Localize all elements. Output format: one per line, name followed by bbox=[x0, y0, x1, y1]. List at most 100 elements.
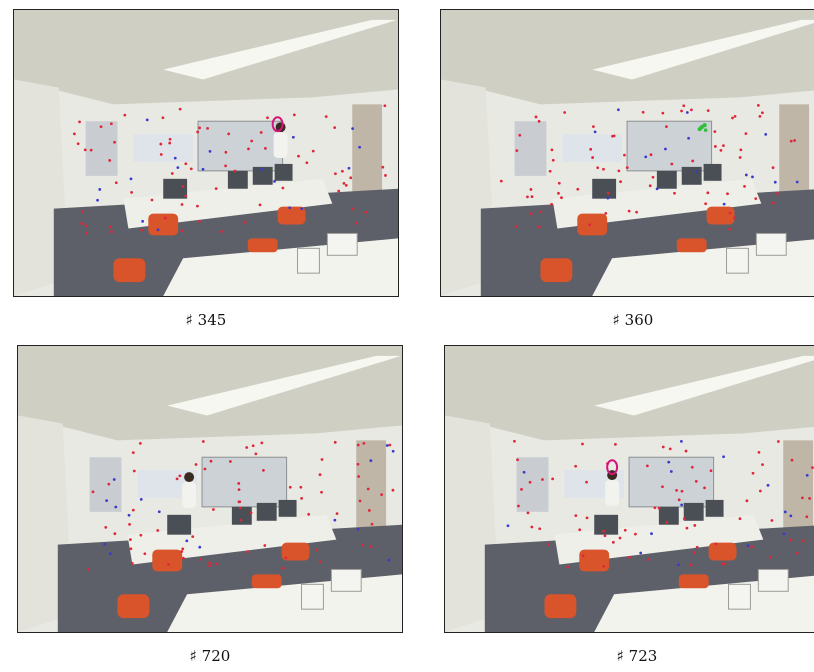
feature-point bbox=[215, 562, 219, 566]
feature-point bbox=[250, 139, 254, 143]
feature-point bbox=[262, 469, 265, 472]
feature-point bbox=[789, 514, 793, 518]
feature-point bbox=[627, 209, 631, 213]
feature-point bbox=[722, 144, 725, 148]
feature-point bbox=[208, 561, 211, 565]
feature-point bbox=[805, 474, 809, 477]
feature-point bbox=[370, 522, 374, 526]
feature-point bbox=[751, 175, 754, 179]
monitor bbox=[301, 583, 324, 610]
feature-point bbox=[703, 486, 706, 490]
feature-point bbox=[156, 228, 160, 232]
feature-point bbox=[619, 180, 622, 184]
feature-point bbox=[623, 153, 626, 157]
feature-point bbox=[602, 529, 606, 533]
feature-point bbox=[139, 533, 143, 537]
feature-point bbox=[130, 561, 134, 565]
chair bbox=[706, 206, 735, 225]
chair bbox=[577, 213, 608, 236]
feature-point bbox=[237, 482, 241, 485]
feature-point bbox=[197, 219, 201, 223]
monitor bbox=[278, 499, 297, 517]
feature-point bbox=[300, 207, 304, 211]
feature-point bbox=[739, 148, 743, 152]
feature-point bbox=[728, 211, 732, 215]
feature-point bbox=[515, 149, 519, 153]
feature-point bbox=[299, 485, 303, 489]
feature-point bbox=[196, 130, 200, 134]
feature-point bbox=[706, 191, 710, 195]
feature-point bbox=[680, 489, 684, 493]
feature-point bbox=[292, 113, 296, 117]
feature-point bbox=[307, 512, 311, 516]
feature-point bbox=[104, 525, 108, 529]
bookshelf bbox=[85, 121, 118, 176]
feature-point bbox=[159, 142, 163, 146]
feature-point bbox=[795, 551, 799, 555]
feature-point bbox=[528, 480, 532, 484]
ceiling bbox=[441, 10, 814, 105]
feature-point bbox=[738, 156, 742, 159]
feature-point bbox=[238, 506, 242, 510]
feature-point bbox=[596, 166, 600, 170]
feature-point bbox=[661, 485, 664, 489]
feature-point bbox=[627, 556, 631, 559]
chair bbox=[117, 594, 150, 619]
feature-point bbox=[385, 444, 389, 447]
feature-point bbox=[334, 172, 337, 176]
feature-point bbox=[203, 467, 207, 471]
feature-point bbox=[184, 162, 188, 166]
feature-point bbox=[761, 463, 764, 467]
feature-point bbox=[311, 149, 315, 153]
feature-point bbox=[129, 547, 133, 551]
feature-point bbox=[773, 180, 777, 184]
feature-point bbox=[726, 192, 729, 196]
feature-point bbox=[592, 125, 595, 128]
feature-point bbox=[665, 125, 668, 129]
bookshelf bbox=[514, 121, 547, 176]
feature-point bbox=[518, 133, 522, 137]
feature-point bbox=[99, 125, 103, 129]
feature-point bbox=[107, 482, 111, 486]
feature-point bbox=[89, 148, 93, 152]
feature-point bbox=[665, 520, 669, 524]
feature-point bbox=[364, 210, 368, 214]
feature-point bbox=[333, 440, 337, 444]
feature-point bbox=[387, 558, 391, 562]
feature-point bbox=[639, 551, 643, 555]
feature-point bbox=[603, 534, 607, 538]
feature-point bbox=[141, 219, 145, 223]
feature-point bbox=[208, 150, 212, 153]
frame-caption-360: ♯ 360 bbox=[612, 311, 654, 329]
whiteboard bbox=[201, 456, 288, 508]
feature-point bbox=[85, 231, 88, 235]
person-figure bbox=[273, 122, 288, 158]
feature-point bbox=[284, 556, 288, 560]
monitor bbox=[658, 506, 679, 525]
feature-point bbox=[576, 187, 580, 191]
feature-point bbox=[623, 528, 627, 532]
ceiling-light bbox=[594, 355, 814, 416]
feature-point bbox=[721, 562, 725, 566]
feature-point bbox=[560, 196, 563, 200]
feature-point bbox=[691, 159, 695, 163]
feature-point bbox=[677, 498, 681, 502]
feature-point bbox=[263, 147, 267, 150]
feature-point bbox=[611, 540, 615, 544]
monitor bbox=[703, 163, 722, 181]
monitor bbox=[326, 232, 358, 256]
feature-point bbox=[128, 522, 131, 526]
feature-point bbox=[131, 508, 135, 512]
feature-point bbox=[243, 221, 247, 224]
feature-point bbox=[534, 115, 538, 119]
office-scene bbox=[441, 10, 814, 296]
feature-point bbox=[201, 167, 205, 171]
feature-point bbox=[337, 189, 341, 193]
feature-point bbox=[738, 517, 742, 521]
feature-point bbox=[132, 469, 136, 473]
feature-point bbox=[112, 478, 116, 481]
tracking-ellipse-marker bbox=[606, 459, 619, 476]
feature-point bbox=[550, 202, 554, 206]
feature-point bbox=[168, 137, 172, 141]
feature-point bbox=[344, 183, 348, 187]
